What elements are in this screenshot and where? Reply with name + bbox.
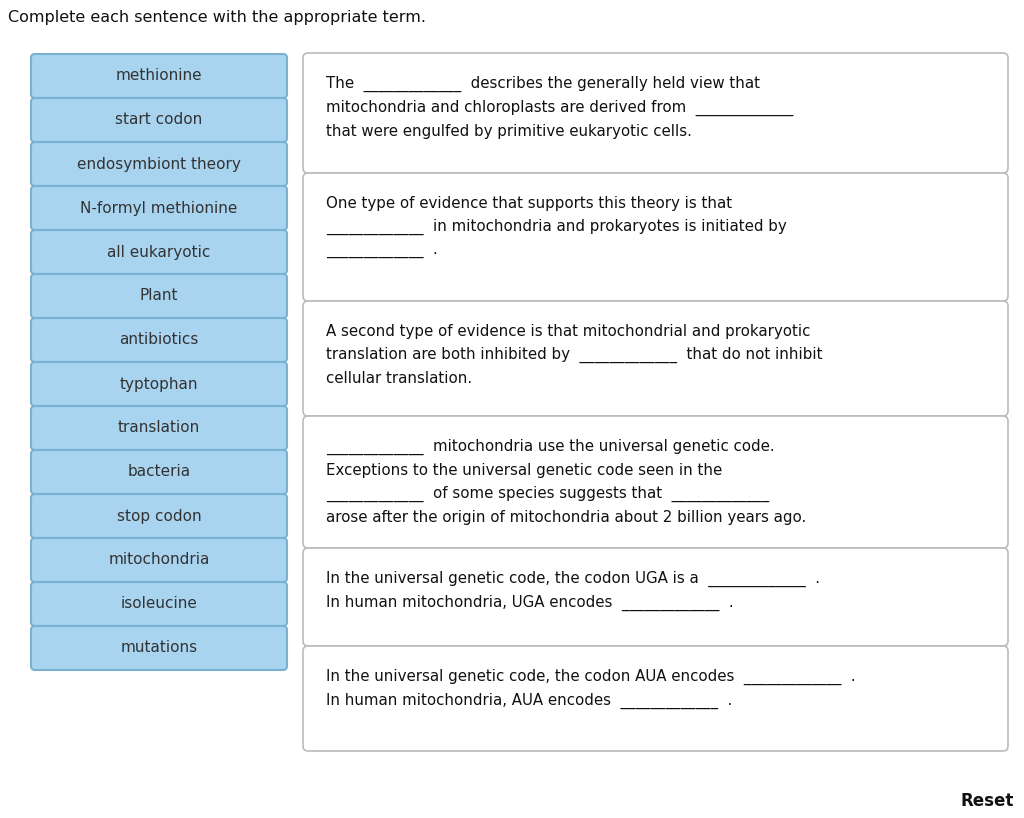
FancyBboxPatch shape (303, 301, 1008, 416)
FancyBboxPatch shape (31, 98, 287, 142)
FancyBboxPatch shape (303, 173, 1008, 301)
FancyBboxPatch shape (31, 230, 287, 274)
Text: A second type of evidence is that mitochondrial and prokaryotic
translation are : A second type of evidence is that mitoch… (326, 324, 822, 386)
Text: The  _____________  describes the generally held view that
mitochondria and chlo: The _____________ describes the generall… (326, 76, 794, 139)
Text: One type of evidence that supports this theory is that
_____________  in mitocho: One type of evidence that supports this … (326, 196, 786, 259)
Text: In the universal genetic code, the codon AUA encodes  _____________  .
In human : In the universal genetic code, the codon… (326, 669, 856, 709)
Text: endosymbiont theory: endosymbiont theory (77, 156, 241, 172)
Text: Complete each sentence with the appropriate term.: Complete each sentence with the appropri… (8, 10, 426, 25)
FancyBboxPatch shape (31, 318, 287, 362)
FancyBboxPatch shape (31, 54, 287, 98)
FancyBboxPatch shape (31, 626, 287, 670)
FancyBboxPatch shape (303, 646, 1008, 751)
Text: stop codon: stop codon (117, 509, 202, 524)
FancyBboxPatch shape (31, 582, 287, 626)
FancyBboxPatch shape (31, 406, 287, 450)
FancyBboxPatch shape (303, 548, 1008, 646)
FancyBboxPatch shape (303, 416, 1008, 548)
FancyBboxPatch shape (31, 274, 287, 318)
Text: mutations: mutations (121, 640, 198, 655)
FancyBboxPatch shape (31, 450, 287, 494)
Text: Reset: Reset (961, 792, 1014, 810)
Text: translation: translation (118, 420, 200, 435)
Text: In the universal genetic code, the codon UGA is a  _____________  .
In human mit: In the universal genetic code, the codon… (326, 571, 820, 611)
Text: _____________  mitochondria use the universal genetic code.
Exceptions to the un: _____________ mitochondria use the unive… (326, 439, 806, 525)
FancyBboxPatch shape (31, 362, 287, 406)
Text: mitochondria: mitochondria (109, 552, 210, 568)
Text: methionine: methionine (116, 69, 203, 83)
FancyBboxPatch shape (31, 538, 287, 582)
Text: all eukaryotic: all eukaryotic (108, 245, 211, 259)
Text: Plant: Plant (139, 289, 178, 303)
FancyBboxPatch shape (31, 142, 287, 186)
Text: typtophan: typtophan (120, 376, 199, 392)
FancyBboxPatch shape (31, 494, 287, 538)
Text: antibiotics: antibiotics (120, 332, 199, 348)
Text: N-formyl methionine: N-formyl methionine (80, 200, 238, 215)
Text: isoleucine: isoleucine (121, 596, 198, 612)
Text: bacteria: bacteria (127, 465, 190, 479)
Text: start codon: start codon (116, 113, 203, 128)
FancyBboxPatch shape (303, 53, 1008, 173)
FancyBboxPatch shape (31, 186, 287, 230)
